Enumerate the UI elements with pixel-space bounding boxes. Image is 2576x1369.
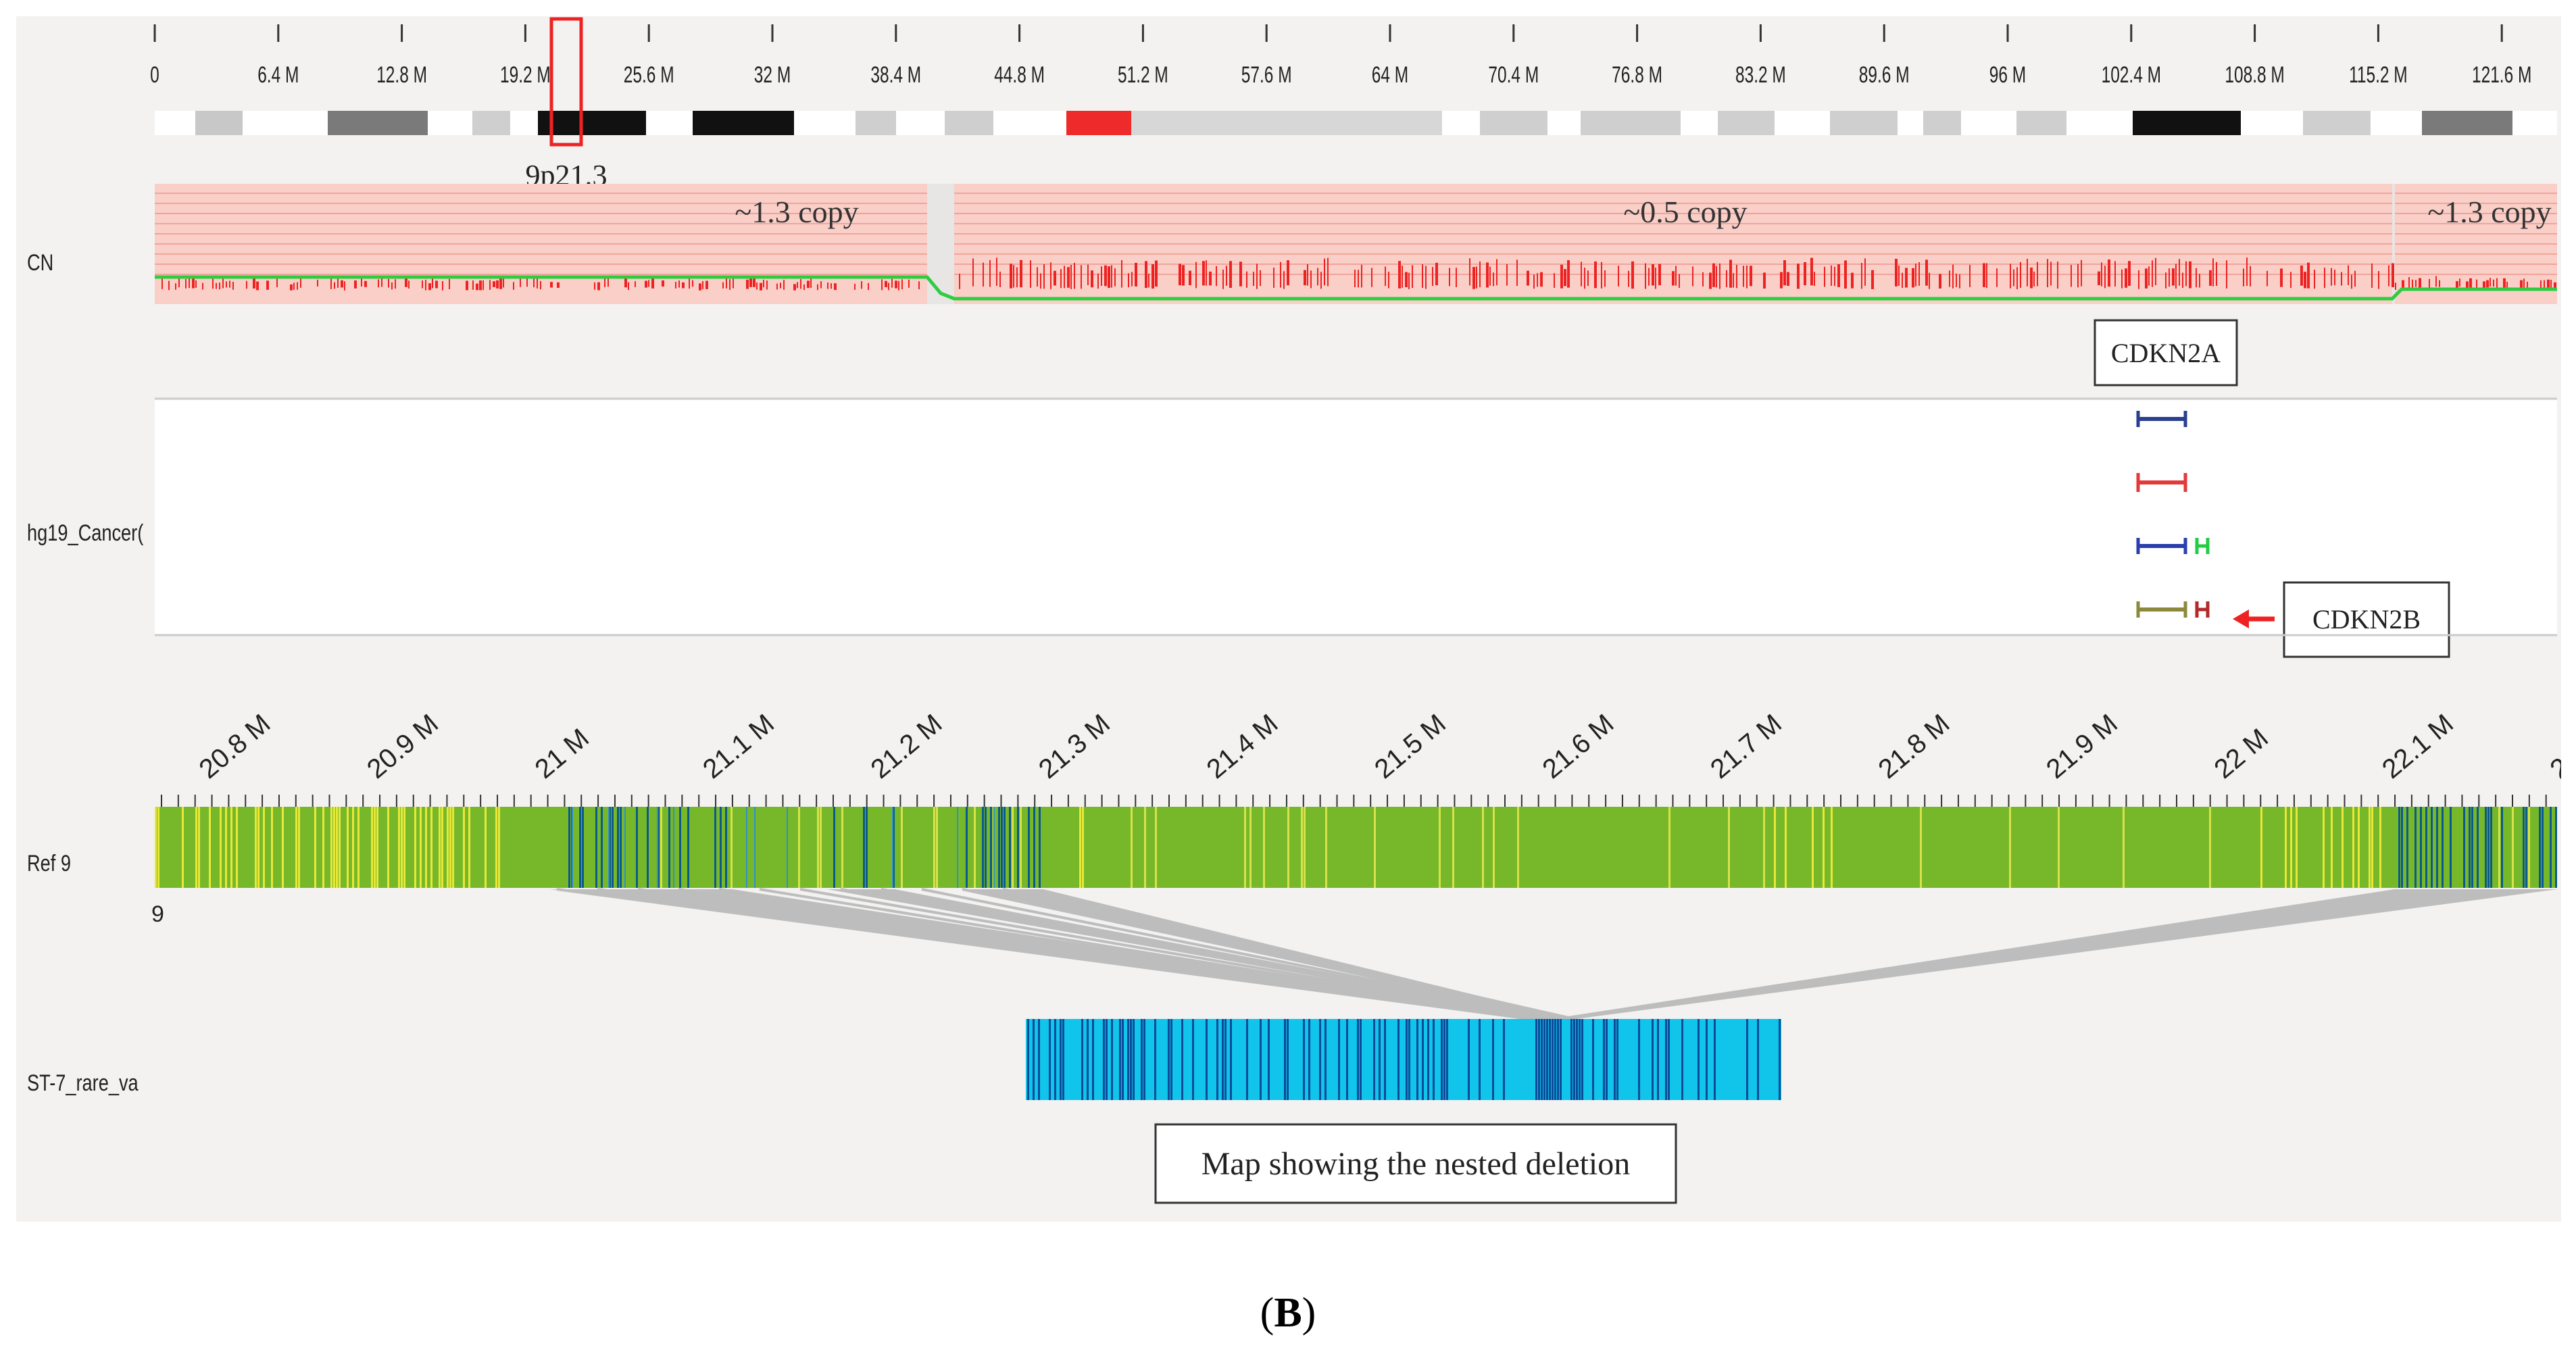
- ideogram-band: [2133, 111, 2241, 135]
- gene-isoform-3[interactable]: [2136, 538, 2210, 554]
- ideogram-band: [1131, 111, 1442, 135]
- ideogram-tick-label: 44.8 M: [994, 62, 1045, 88]
- ideogram-tick-label: 57.6 M: [1241, 62, 1292, 88]
- zoom-tick-label: 21.4 M: [1202, 709, 1284, 785]
- zoom-tick-label: 21.3 M: [1033, 709, 1116, 785]
- map-label-box: [1154, 1123, 1677, 1204]
- st7-bar: [1026, 1019, 1781, 1100]
- ideogram-tick-label: 76.8 M: [1612, 62, 1662, 88]
- connector-band: [1550, 889, 2557, 1019]
- ideogram-band: [2303, 111, 2371, 135]
- ideogram-tick-label: 102.4 M: [2102, 62, 2161, 88]
- ideogram-tick-label: 6.4 M: [257, 62, 299, 88]
- caption-close: ): [1302, 1290, 1316, 1336]
- ideogram-tick-label: 0: [150, 62, 159, 88]
- gene-isoform-2[interactable]: [2136, 473, 2187, 492]
- ideogram-tick-label: 83.2 M: [1735, 62, 1786, 88]
- ideogram-tick-label: 19.2 M: [500, 62, 551, 88]
- ideogram-band: [1581, 111, 1681, 135]
- ideogram-band: [1066, 111, 1131, 135]
- ideogram-band: [1718, 111, 1775, 135]
- cn-label-left: ~1.3 copy: [735, 195, 858, 229]
- map-label: Map showing the nested deletion: [1202, 1146, 1631, 1182]
- ideogram-band: [328, 111, 428, 135]
- st7-dark-stripes: [1027, 1019, 1781, 1100]
- cn-gap: [927, 184, 954, 304]
- track-label-cn: CN: [27, 249, 53, 276]
- arrow-icon: [2233, 609, 2275, 628]
- zoom-axis: 20.8 M 20.9 M 21 M 21.1 M 21.2 M 21.3 M 21.4 M…: [161, 709, 2561, 807]
- ideogram-tick-label: 25.6 M: [624, 62, 674, 88]
- cn-variant-ticks: [162, 257, 2556, 291]
- ideogram-band: [1480, 111, 1547, 135]
- zoom-tick-label: 22.2 M: [2545, 709, 2561, 785]
- zoom-tick-label: 20.9 M: [362, 709, 444, 785]
- zoom-tick-label: 21.8 M: [1873, 709, 1956, 785]
- ideogram-band: [195, 111, 243, 135]
- zoom-tick-label: 21.5 M: [1369, 709, 1452, 785]
- zoom-tick-label: 21.1 M: [697, 709, 780, 785]
- ideogram-tick-group: 0 6.4 M 12.8 M 19.2 M 25.6 M 32 M 38.4 M 44.8 M…: [150, 24, 2531, 88]
- cn-gap-2: [2392, 184, 2395, 304]
- st7-track[interactable]: ST-7_rare_va: [27, 1019, 1781, 1100]
- cdkn2b-label-box: [2283, 581, 2450, 658]
- ref9-light-stripes: [572, 807, 995, 888]
- zoom-tick-label: 21.2 M: [866, 709, 948, 785]
- track-label-st7: ST-7_rare_va: [27, 1070, 139, 1096]
- ref9-track[interactable]: Ref 9 9: [27, 807, 2557, 927]
- copy-number-track[interactable]: CN ~1.3 copy ~0.5 copy ~1.3 copy: [27, 184, 2557, 400]
- cancer-track-bg: [155, 400, 2557, 634]
- ideogram-tick-label: 12.8 M: [376, 62, 427, 88]
- ideogram-band: [945, 111, 993, 135]
- ideogram-tick-label: 121.6 M: [2472, 62, 2531, 88]
- ideogram-tick-label: 108.8 M: [2225, 62, 2284, 88]
- ideogram-bands: [195, 111, 2512, 135]
- cdkn2a-label-box: [2094, 319, 2238, 387]
- ideogram-band: [1830, 111, 1898, 135]
- caption-open: (: [1260, 1290, 1274, 1336]
- region-highlight-box[interactable]: [549, 17, 583, 147]
- zoom-tick-label: 21.9 M: [2041, 709, 2123, 785]
- zoom-tick-label: 21 M: [530, 723, 595, 785]
- ideogram-tick-label: 96 M: [1989, 62, 2026, 88]
- cn-label-right: ~1.3 copy: [2427, 195, 2551, 229]
- ideogram-tick-label: 89.6 M: [1859, 62, 1910, 88]
- zoom-tick-label: 20.8 M: [194, 709, 276, 785]
- figure-caption: (B): [0, 1289, 2576, 1337]
- ideogram-tick-label: 64 M: [1372, 62, 1408, 88]
- ref9-bar: [155, 807, 2557, 888]
- track-label-ref: Ref 9: [27, 850, 71, 876]
- ideogram-band: [472, 111, 510, 135]
- ideogram-tick-label: 70.4 M: [1488, 62, 1539, 88]
- caption-letter: B: [1274, 1290, 1302, 1336]
- ideogram-tick-label: 115.2 M: [2349, 62, 2408, 88]
- zoom-tick-label: 21.6 M: [1537, 709, 1620, 785]
- cn-green-line: [155, 275, 2557, 301]
- ideogram-band: [856, 111, 896, 135]
- cn-label-mid: ~0.5 copy: [1623, 195, 1747, 229]
- cdkn2a-label: CDKN2A: [2111, 338, 2221, 368]
- ideogram-band: [538, 111, 646, 135]
- alignment-connectors: [550, 888, 2557, 1020]
- ideogram-band: [2422, 111, 2512, 135]
- gene-isoform-1[interactable]: [2136, 411, 2187, 427]
- zoom-tick-label: 21.7 M: [1705, 709, 1787, 785]
- ideogram-band: [693, 111, 794, 135]
- genome-browser-panel: 0 6.4 M 12.8 M 19.2 M 25.6 M 32 M 38.4 M 44.8 M…: [16, 16, 2561, 1222]
- ideogram-tick-label: 38.4 M: [870, 62, 921, 88]
- zoom-tick-label: 22.1 M: [2377, 709, 2459, 785]
- ideogram-band: [2016, 111, 2066, 135]
- cancer-gene-track[interactable]: hg19_Cancer( CDKN2A: [27, 319, 2557, 658]
- chromosome-ideogram[interactable]: 0 6.4 M 12.8 M 19.2 M 25.6 M 32 M 38.4 M 44.8 M…: [150, 17, 2557, 192]
- cdkn2b-label: CDKN2B: [2312, 604, 2421, 634]
- track-label-cancer: hg19_Cancer(: [27, 520, 144, 546]
- ref-chrom-label: 9: [151, 901, 164, 927]
- ideogram-tick-label: 51.2 M: [1118, 62, 1168, 88]
- zoom-tick-label: 22 M: [2209, 723, 2274, 785]
- ideogram-band: [1923, 111, 1961, 135]
- gene-isoform-4[interactable]: [2136, 601, 2210, 618]
- ideogram-tick-label: 32 M: [754, 62, 791, 88]
